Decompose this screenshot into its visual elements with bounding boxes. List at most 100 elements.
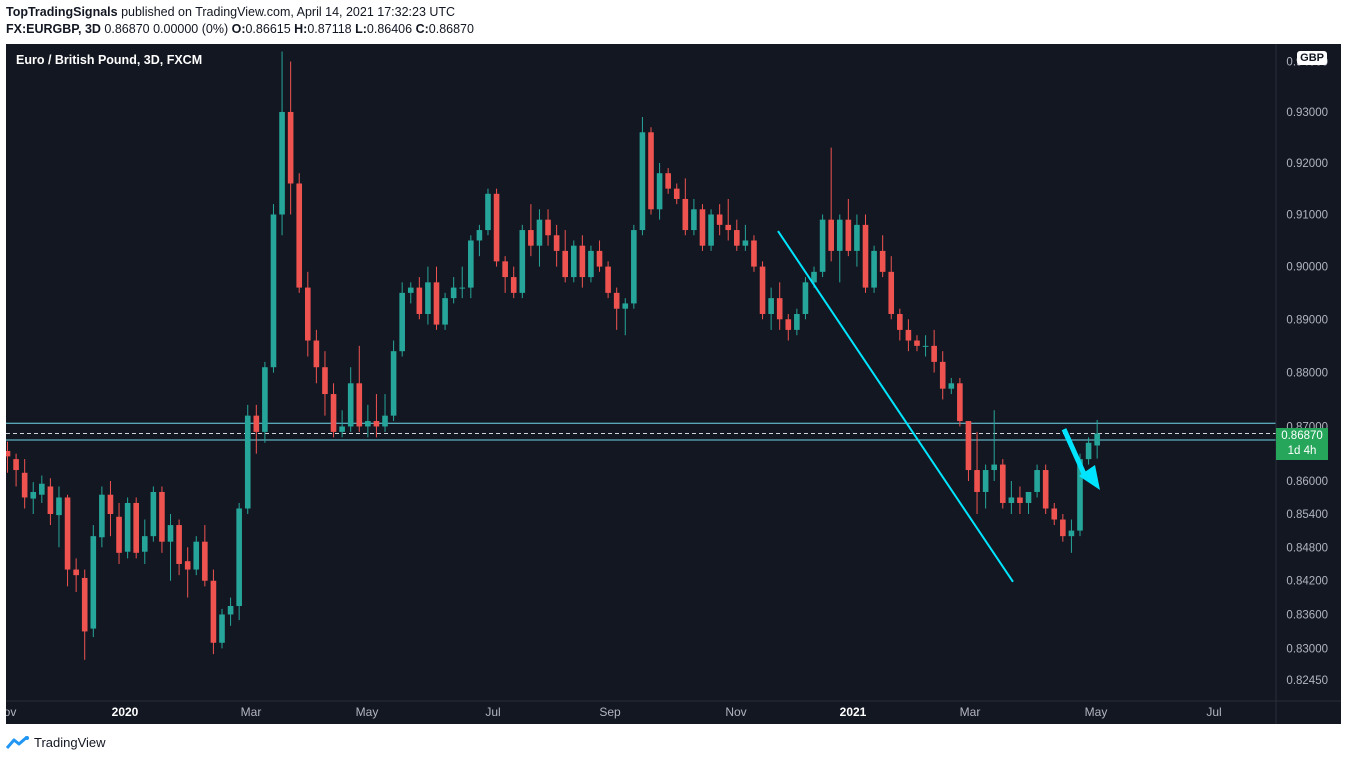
candle-body [742,240,749,246]
candle [854,214,860,267]
candle [270,204,277,373]
candle-body [450,287,457,299]
candle-body [365,421,371,427]
candle [493,188,500,267]
candle-body [287,111,294,184]
candle-body [510,277,517,293]
candle-body [588,250,594,278]
candle-body [734,230,740,246]
candle [99,486,105,548]
candle-body [1042,470,1049,509]
candle-body [673,188,680,199]
candlestick-chart[interactable]: 0.940000.930000.920000.910000.900000.890… [6,44,1341,724]
candle-body [1034,470,1040,492]
tradingview-logo-icon[interactable] [6,735,30,750]
candle [133,497,139,559]
candle [819,214,826,278]
candle [150,486,157,542]
candle-body [90,536,97,629]
time-tick-label: ov [6,705,16,719]
candle-body [665,173,671,189]
horizontal-levels [6,422,1276,441]
candle-body [339,426,345,432]
close-value: 0.86870 [428,22,474,36]
candle [56,486,62,548]
time-tick-label: May [1085,705,1108,719]
candle [356,345,363,432]
down-arrow-head [1079,465,1100,490]
candle [167,514,174,581]
candle [1094,419,1100,459]
candle [828,147,834,262]
candle-body [570,245,577,278]
candle [536,209,543,267]
candle [6,441,11,473]
candle-body [914,340,920,346]
candle-body [545,219,551,236]
candle [1008,480,1015,515]
candle [742,224,749,251]
published-text: published on TradingView.com, April 14, … [117,5,456,19]
candle-body [1025,491,1032,503]
candle-body [939,361,946,389]
low-value: 0.86406 [366,22,416,36]
candle [510,266,517,299]
candle [305,271,311,357]
tradingview-brand[interactable]: TradingView [34,735,106,750]
close-label: C: [415,22,429,36]
candle-body [356,383,363,427]
publish-info: TopTradingSignals published on TradingVi… [6,5,455,19]
candle [931,329,937,373]
candle [570,240,577,283]
candle [699,204,706,251]
time-axis: ov 2020 Mar May Jul Sep Nov 2021 Mar May Jul [6,700,1341,719]
candle-body [13,459,19,471]
candle-body [184,561,191,570]
candle-body [931,345,937,362]
candle-body [579,245,586,278]
candle-body [905,329,912,341]
candle-body [1094,433,1100,446]
candle-body [47,486,54,515]
open-label: O: [231,22,246,36]
candle-body [416,287,423,314]
candle [982,464,989,509]
candle [528,204,534,257]
currency-badge[interactable]: GBP [1297,51,1327,65]
candle [999,459,1006,509]
candle [948,377,955,395]
candle [468,235,474,299]
candle [502,256,508,293]
candle [159,486,165,553]
candle-body [957,383,963,422]
chart-area[interactable]: 0.940000.930000.920000.910000.900000.890… [6,44,1341,724]
candle [39,475,45,503]
price-axis: 0.940000.930000.920000.910000.900000.890… [1275,44,1328,724]
candle [939,351,946,400]
candle-body [81,577,88,632]
symbol-label: FX:EURGBP, 3D [6,22,101,36]
candle-body [459,287,466,289]
candle [622,298,629,336]
time-tick-label: Jul [1206,705,1221,719]
candle-body [1060,519,1066,537]
candle [845,198,852,257]
candle [879,235,886,278]
candle [836,214,843,283]
candle [425,266,431,325]
candle [991,410,997,481]
candle-body [716,214,723,225]
candle [768,287,774,330]
candle-body [699,209,706,246]
candle [1068,519,1075,553]
time-tick-label: Nov [725,705,746,719]
candle [339,410,345,438]
price-tick-label: 0.85400 [1286,509,1328,521]
candle-body [759,266,766,314]
candle-body [167,525,174,542]
candle-body [999,464,1006,503]
candle [236,502,242,621]
candle [862,214,869,293]
publisher-name[interactable]: TopTradingSignals [6,5,118,19]
candle [682,178,689,236]
